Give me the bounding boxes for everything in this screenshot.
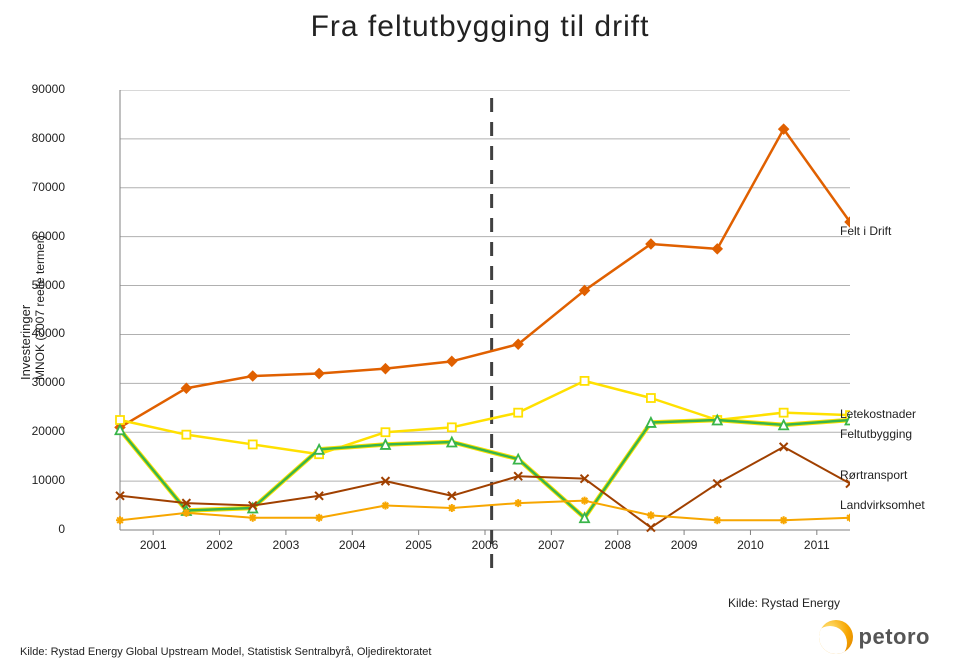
logo-swoosh-icon <box>819 620 853 654</box>
y-tick-label: 10000 <box>15 473 65 487</box>
x-tick-label: 2010 <box>737 538 764 552</box>
x-tick-label: 2009 <box>671 538 698 552</box>
series-label: Rørtransport <box>840 468 907 482</box>
y-tick-label: 60000 <box>15 229 65 243</box>
series-label: Landvirksomhet <box>840 498 925 512</box>
x-tick-label: 2004 <box>339 538 366 552</box>
chart-svg <box>70 90 850 570</box>
series-label: Letekostnader <box>840 407 916 421</box>
x-tick-label: 2011 <box>804 538 830 552</box>
y-axis-label-line1: Investeringer <box>18 235 33 380</box>
series-label: Feltutbygging <box>840 427 912 441</box>
y-tick-label: 40000 <box>15 326 65 340</box>
y-axis-label: Investeringer MNOK (2007 reelle termer) <box>18 235 47 380</box>
chart-area <box>70 90 850 570</box>
x-tick-label: 2008 <box>604 538 631 552</box>
x-tick-label: 2002 <box>206 538 233 552</box>
x-tick-label: 2001 <box>140 538 167 552</box>
y-tick-label: 90000 <box>15 82 65 96</box>
y-axis-label-line2: MNOK (2007 reelle termer) <box>33 235 47 380</box>
x-tick-label: 2003 <box>273 538 300 552</box>
logo-text: petoro <box>859 624 930 650</box>
logo: petoro <box>819 620 930 654</box>
series-label: Felt i Drift <box>840 224 891 238</box>
y-tick-label: 20000 <box>15 424 65 438</box>
x-tick-label: 2006 <box>472 538 499 552</box>
slide-title: Fra feltutbygging til drift <box>0 10 960 44</box>
x-tick-label: 2005 <box>405 538 432 552</box>
footer-source: Kilde: Rystad Energy Global Upstream Mod… <box>20 646 431 658</box>
source-label: Kilde: Rystad Energy <box>728 596 840 610</box>
y-tick-label: 0 <box>15 522 65 536</box>
y-tick-label: 50000 <box>15 278 65 292</box>
y-tick-label: 30000 <box>15 375 65 389</box>
x-tick-label: 2007 <box>538 538 565 552</box>
y-tick-label: 70000 <box>15 180 65 194</box>
y-tick-label: 80000 <box>15 131 65 145</box>
